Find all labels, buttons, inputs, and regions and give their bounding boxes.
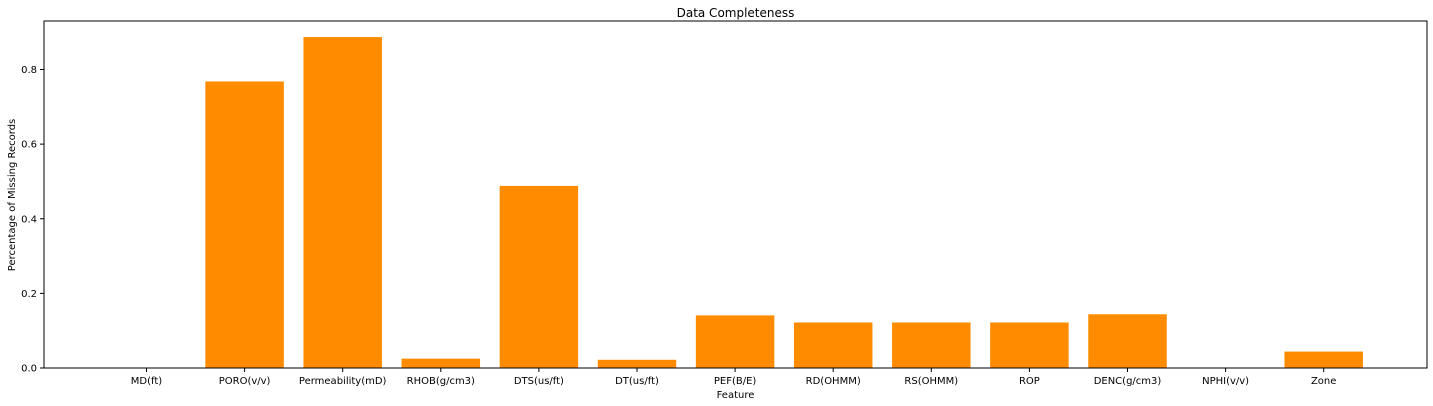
bar-rhob-g-cm3	[401, 358, 481, 368]
y-tick-label: 0.8	[21, 65, 37, 76]
y-tick-label: 0.0	[21, 364, 37, 375]
chart-title: Data Completeness	[677, 6, 795, 20]
y-tick-label: 0.2	[21, 289, 37, 300]
bar-zone	[1284, 351, 1363, 368]
bar-rs-ohmm	[892, 322, 971, 368]
bar-poro-v-v	[205, 81, 284, 368]
y-axis-title: Percentage of Missing Records	[7, 119, 18, 271]
bar-permeability-md	[303, 37, 382, 368]
x-tick-label: MD(ft)	[131, 376, 162, 387]
x-tick-label: RS(OHMM)	[904, 376, 958, 387]
x-tick-label: DENC(g/cm3)	[1094, 376, 1162, 387]
bar-pef-b-e	[695, 315, 775, 368]
x-tick-label: PORO(v/v)	[219, 376, 271, 387]
x-tick-label: Permeability(mD)	[299, 376, 387, 387]
bar-rop	[990, 322, 1069, 368]
y-tick-label: 0.4	[21, 214, 37, 225]
plot-frame	[43, 20, 1428, 369]
x-axis-ticks: MD(ft) PORO(v/v) Permeability(mD) RHOB(g/cm…	[131, 368, 1336, 387]
x-tick-label: RHOB(g/cm3)	[407, 376, 475, 387]
x-tick-label: DTS(us/ft)	[514, 376, 564, 387]
x-axis-title: Feature	[717, 390, 755, 401]
x-tick-label: ROP	[1019, 376, 1040, 387]
bar-dts-us-ft	[499, 185, 579, 368]
x-tick-label: NPHI(v/v)	[1202, 376, 1249, 387]
x-tick-label: PEF(B/E)	[714, 376, 757, 387]
bar-denc-g-cm3	[1088, 314, 1167, 368]
y-axis-ticks: 0.0 0.2 0.4 0.6 0.8	[21, 65, 44, 375]
x-tick-label: RD(OHMM)	[806, 376, 861, 387]
bar-rd-ohmm	[793, 322, 873, 368]
x-tick-label: Zone	[1311, 376, 1336, 387]
x-tick-label: DT(us/ft)	[615, 376, 659, 387]
bars-group	[205, 37, 1363, 368]
bar-dt-us-ft	[597, 359, 677, 368]
y-tick-label: 0.6	[21, 140, 37, 151]
